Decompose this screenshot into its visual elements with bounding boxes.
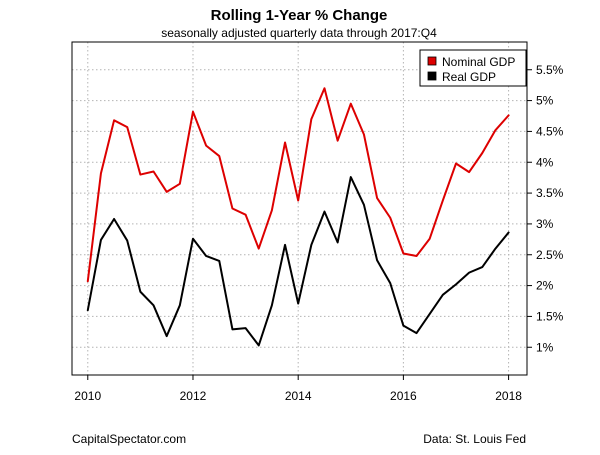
chart-title: Rolling 1-Year % Change (211, 7, 388, 24)
chart-subtitle: seasonally adjusted quarterly data throu… (161, 26, 437, 40)
x-tick-label: 2010 (74, 389, 101, 403)
series-line-nominal-gdp (86, 87, 510, 283)
y-tick-label: 4.5% (536, 124, 564, 138)
y-tick-label: 4% (536, 155, 554, 169)
y-tick-label: 1.5% (536, 309, 564, 323)
x-tick-label: 2016 (390, 389, 417, 403)
y-tick-label: 2.5% (536, 248, 564, 262)
legend-swatch-real-gdp (427, 71, 437, 81)
y-tick-label: 5% (536, 94, 554, 108)
y-tick-label: 2% (536, 279, 554, 293)
grid (72, 42, 527, 375)
footer-source-site: CapitalSpectator.com (72, 432, 186, 446)
x-tick-label: 2018 (495, 389, 522, 403)
legend: Nominal GDP Real GDP (419, 49, 527, 87)
legend-swatch-nominal-gdp (427, 56, 437, 66)
series-line-real-gdp (86, 176, 510, 347)
y-tick-label: 3% (536, 217, 554, 231)
legend-label-real-gdp: Real GDP (442, 70, 496, 84)
legend-label-nominal-gdp: Nominal GDP (442, 55, 515, 69)
x-tick-label: 2012 (180, 389, 207, 403)
y-tick-label: 3.5% (536, 186, 564, 200)
x-axis: 2010 2012 2014 2016 2018 (74, 375, 522, 403)
series-lines (86, 87, 510, 347)
y-tick-label: 5.5% (536, 63, 564, 77)
x-tick-label: 2014 (285, 389, 312, 403)
footer-data-source: Data: St. Louis Fed (423, 432, 526, 446)
y-axis: 1% 1.5% 2% 2.5% 3% 3.5% 4% 4.5% 5% 5.5% (527, 63, 564, 354)
y-tick-label: 1% (536, 340, 554, 354)
legend-box (419, 49, 527, 87)
plot-frame (71, 41, 528, 376)
